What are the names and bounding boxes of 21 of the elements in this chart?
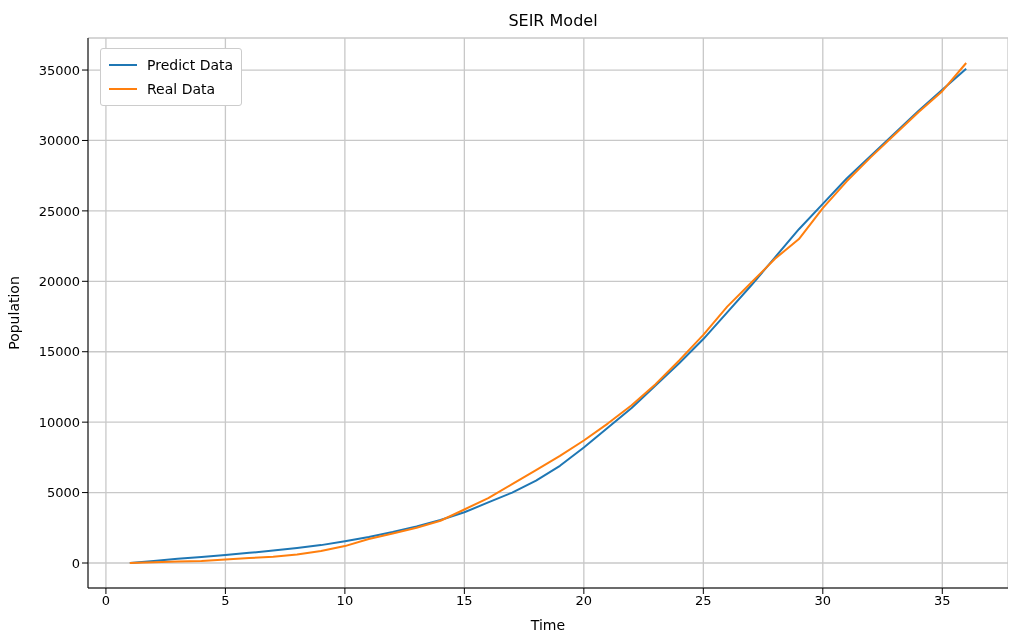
x-tick-label: 10 <box>336 593 354 609</box>
y-tick-label: 10000 <box>38 414 80 430</box>
legend-label: Real Data <box>147 81 216 97</box>
y-tick-label: 25000 <box>38 203 80 219</box>
x-tick-label: 35 <box>934 593 951 609</box>
y-tick-label: 30000 <box>38 133 80 149</box>
x-axis-title: Time <box>529 617 566 633</box>
y-tick-label: 35000 <box>38 62 80 78</box>
y-tick-label: 20000 <box>38 273 80 289</box>
y-tick-label: 5000 <box>46 485 80 501</box>
legend-label: Predict Data <box>147 57 234 73</box>
x-tick-label: 0 <box>101 593 111 609</box>
y-tick-label: 15000 <box>38 344 80 360</box>
y-tick-label: 0 <box>71 555 80 571</box>
x-tick-label: 30 <box>814 593 832 609</box>
x-tick-label: 5 <box>221 593 230 609</box>
y-axis-title: Population <box>5 276 22 350</box>
x-tick-label: 20 <box>575 593 593 609</box>
chart-title: SEIR Model <box>507 10 599 32</box>
x-tick-label: 15 <box>456 593 473 609</box>
x-tick-label: 25 <box>695 593 712 609</box>
